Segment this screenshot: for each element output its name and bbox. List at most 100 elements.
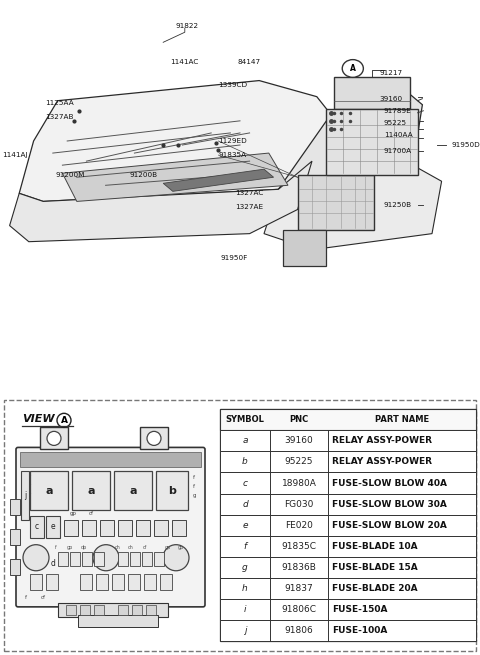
Bar	[220, 599, 476, 620]
Polygon shape	[283, 230, 326, 266]
Text: cf: cf	[143, 545, 147, 550]
Text: a: a	[87, 485, 95, 496]
Text: a: a	[45, 485, 53, 496]
Text: f: f	[25, 595, 27, 601]
Text: d: d	[242, 500, 248, 508]
Text: 1327AE: 1327AE	[235, 204, 264, 210]
Text: PNC: PNC	[289, 415, 309, 424]
Text: gp: gp	[165, 545, 171, 550]
Bar	[58, 603, 168, 617]
Text: 91789E: 91789E	[384, 108, 412, 114]
Text: 91836B: 91836B	[282, 563, 316, 572]
Bar	[130, 552, 140, 566]
Text: 91806C: 91806C	[281, 605, 316, 614]
Text: FUSE-100A: FUSE-100A	[332, 626, 387, 635]
Bar	[220, 494, 476, 515]
Bar	[10, 498, 20, 515]
Text: 1140AA: 1140AA	[384, 132, 413, 138]
Text: b: b	[168, 485, 176, 496]
Text: FUSE-BLADE 15A: FUSE-BLADE 15A	[332, 563, 418, 572]
Bar	[72, 472, 110, 510]
Bar	[30, 515, 44, 538]
Bar	[94, 552, 104, 566]
Circle shape	[342, 60, 363, 77]
Text: c: c	[242, 479, 248, 487]
Text: FUSE-SLOW BLOW 40A: FUSE-SLOW BLOW 40A	[332, 479, 447, 487]
Bar	[172, 519, 186, 536]
Text: FUSE-BLADE 20A: FUSE-BLADE 20A	[332, 584, 418, 593]
Bar	[58, 552, 68, 566]
Bar	[220, 578, 476, 599]
Text: j: j	[244, 626, 246, 635]
Bar	[142, 552, 152, 566]
Bar	[220, 409, 476, 641]
Bar	[64, 519, 78, 536]
Text: FUSE-SLOW BLOW 20A: FUSE-SLOW BLOW 20A	[332, 521, 447, 530]
Bar	[80, 605, 90, 615]
Circle shape	[47, 432, 61, 445]
Polygon shape	[62, 153, 288, 202]
Text: 39160: 39160	[285, 436, 313, 445]
Bar	[154, 552, 164, 566]
Bar	[78, 615, 158, 627]
Text: 91835A: 91835A	[218, 152, 247, 158]
Polygon shape	[19, 81, 336, 202]
Text: gp: gp	[70, 511, 76, 516]
Text: SYMBOL: SYMBOL	[226, 415, 264, 424]
Circle shape	[57, 413, 71, 427]
Text: f: f	[29, 484, 31, 489]
Text: FUSE-BLADE 10A: FUSE-BLADE 10A	[332, 542, 418, 551]
Text: b: b	[242, 457, 248, 466]
Text: d: d	[50, 559, 55, 569]
Polygon shape	[264, 165, 442, 250]
Text: 95225: 95225	[285, 457, 313, 466]
Text: ch: ch	[115, 545, 121, 550]
Text: 1327AB: 1327AB	[46, 114, 74, 120]
Text: f: f	[29, 475, 31, 480]
Circle shape	[23, 545, 49, 571]
Text: c: c	[35, 522, 39, 531]
Bar	[220, 515, 476, 536]
Bar	[10, 529, 20, 545]
Bar	[112, 574, 124, 590]
Text: 84147: 84147	[238, 60, 261, 66]
Bar	[80, 574, 92, 590]
Polygon shape	[334, 77, 410, 109]
Text: 1125AA: 1125AA	[46, 100, 74, 105]
Text: g: g	[242, 563, 248, 572]
Text: g: g	[193, 493, 196, 498]
Text: 91200B: 91200B	[130, 172, 158, 178]
Bar	[118, 605, 128, 615]
Text: f: f	[29, 493, 31, 498]
Text: 91822: 91822	[175, 23, 198, 29]
Text: FG030: FG030	[284, 500, 314, 508]
Bar	[220, 451, 476, 472]
Text: ch: ch	[128, 545, 134, 550]
Text: i: i	[244, 605, 246, 614]
Text: e: e	[51, 522, 55, 531]
Bar	[118, 552, 128, 566]
Text: f: f	[55, 545, 57, 550]
Bar	[30, 472, 68, 510]
Text: 39160: 39160	[379, 96, 402, 102]
Text: dp: dp	[81, 545, 87, 550]
Text: 1141AC: 1141AC	[170, 60, 199, 66]
Bar	[10, 559, 20, 575]
Text: 1339CD: 1339CD	[218, 82, 248, 88]
Text: A: A	[60, 416, 68, 425]
Polygon shape	[10, 161, 312, 242]
Text: 91950F: 91950F	[221, 255, 248, 261]
Bar	[118, 519, 132, 536]
FancyBboxPatch shape	[16, 447, 205, 607]
Circle shape	[147, 432, 161, 445]
Bar	[100, 519, 114, 536]
Bar	[220, 430, 476, 451]
Bar	[140, 427, 168, 449]
Bar	[30, 574, 42, 590]
Bar	[146, 605, 156, 615]
Polygon shape	[278, 81, 422, 202]
Text: 91200M: 91200M	[55, 172, 84, 178]
Text: 91950D: 91950D	[451, 142, 480, 148]
Bar	[154, 519, 168, 536]
Text: 18980A: 18980A	[282, 479, 316, 487]
